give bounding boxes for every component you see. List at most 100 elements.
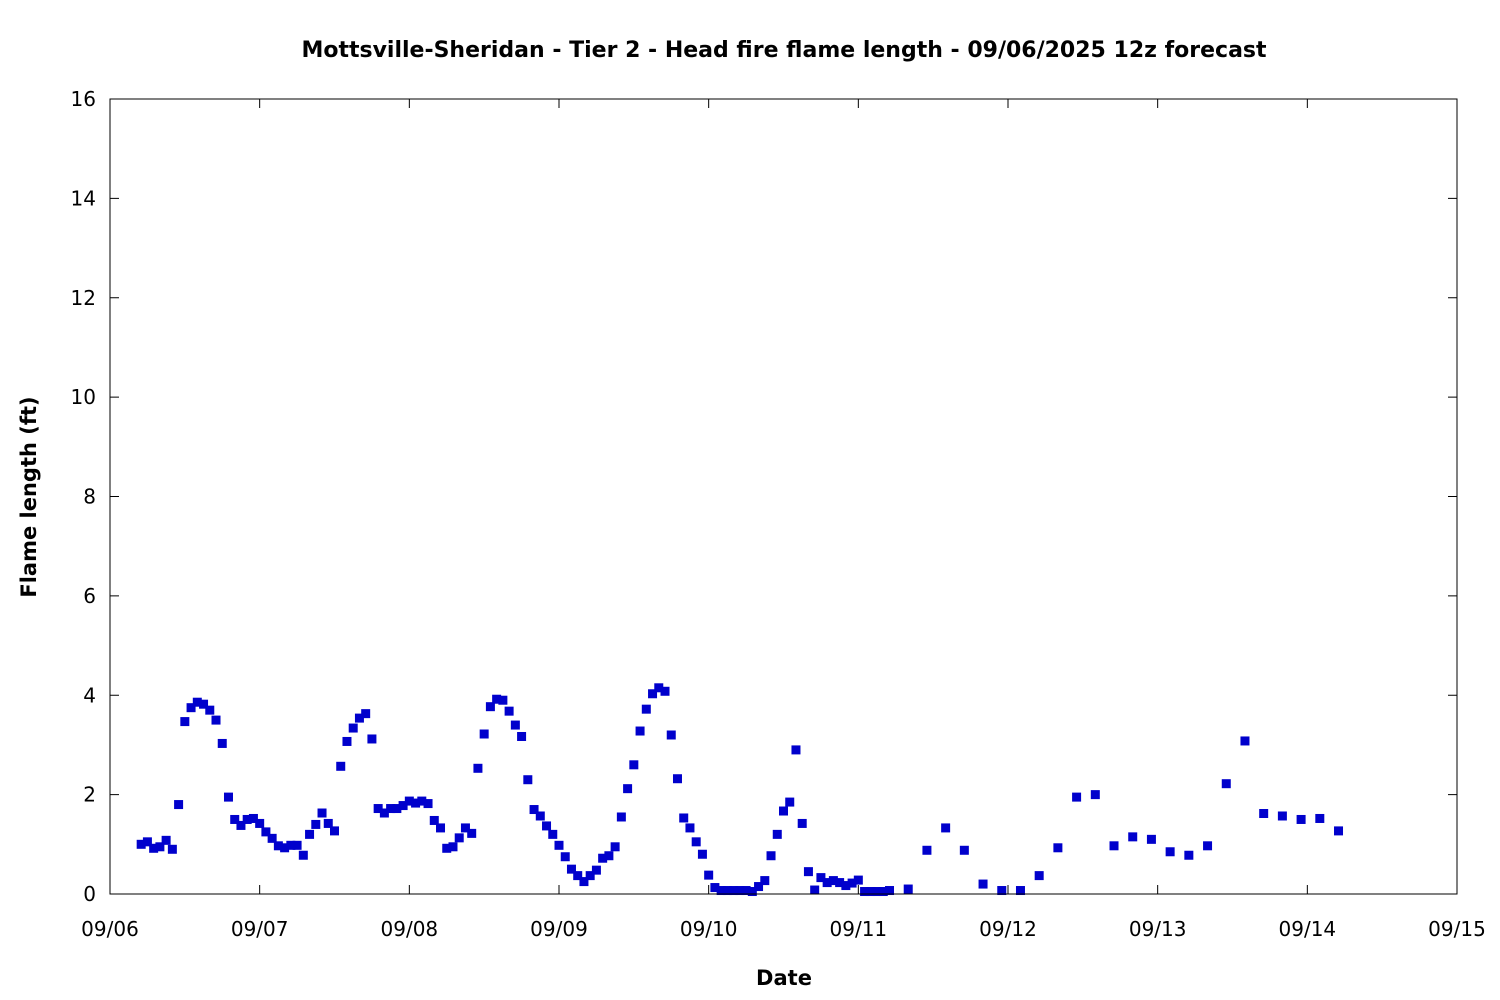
- data-point: [242, 814, 252, 824]
- data-point: [635, 726, 645, 736]
- data-point: [997, 886, 1007, 896]
- data-point: [760, 876, 770, 886]
- data-point: [729, 886, 739, 896]
- data-point: [386, 804, 396, 814]
- data-point: [641, 704, 651, 714]
- data-point: [255, 818, 265, 828]
- x-tick-label: 09/09: [530, 917, 588, 941]
- data-point: [629, 760, 639, 770]
- data-point: [722, 886, 732, 896]
- data-point: [392, 804, 402, 814]
- data-point: [598, 853, 608, 863]
- data-point: [1221, 779, 1231, 789]
- data-point: [828, 876, 838, 886]
- data-point: [566, 864, 576, 874]
- data-point: [1277, 811, 1287, 821]
- data-point: [1259, 809, 1269, 819]
- data-point: [286, 840, 296, 850]
- y-axis-label: Flame length (ft): [17, 396, 41, 597]
- data-point: [704, 870, 714, 880]
- data-point: [230, 814, 240, 824]
- data-point: [161, 835, 171, 845]
- data-point: [1146, 834, 1156, 844]
- data-point: [442, 843, 452, 853]
- data-point: [423, 799, 433, 809]
- data-point: [342, 736, 352, 746]
- chart-title: Mottsville-Sheridan - Tier 2 - Head fire…: [301, 38, 1267, 63]
- data-point: [485, 702, 495, 712]
- data-point: [311, 819, 321, 829]
- data-point: [610, 842, 620, 852]
- data-point: [835, 878, 845, 888]
- data-point: [847, 878, 857, 888]
- data-point: [660, 686, 670, 696]
- data-point: [978, 879, 988, 889]
- axis-ticks: 09/06 09/07 09/08 09/09 09/10 09/11 09/12 09/13…: [71, 87, 1486, 941]
- data-point: [554, 840, 564, 850]
- data-point: [1296, 814, 1306, 824]
- data-point: [716, 886, 726, 896]
- data-point: [604, 851, 614, 861]
- y-tick-label: 4: [83, 683, 96, 707]
- data-point: [1240, 736, 1250, 746]
- data-point: [379, 808, 389, 818]
- data-point: [542, 821, 552, 831]
- y-tick-label: 14: [71, 186, 96, 210]
- data-point: [186, 703, 196, 713]
- data-point: [560, 852, 570, 862]
- data-point: [735, 886, 745, 896]
- data-point: [336, 761, 346, 771]
- data-point: [1203, 841, 1213, 851]
- data-point: [323, 818, 333, 828]
- data-point: [816, 873, 826, 883]
- data-point: [679, 813, 689, 823]
- data-point: [1315, 813, 1325, 823]
- data-point: [573, 871, 583, 881]
- data-point: [529, 805, 539, 815]
- data-point: [510, 720, 520, 730]
- data-point: [149, 843, 159, 853]
- data-point: [903, 884, 913, 894]
- y-tick-label: 0: [83, 882, 96, 906]
- data-point: [853, 875, 863, 885]
- data-point: [330, 826, 339, 836]
- data-point: [479, 729, 489, 739]
- data-point: [498, 695, 508, 705]
- data-point: [1072, 792, 1082, 802]
- data-point: [766, 851, 776, 861]
- data-point: [685, 823, 695, 833]
- data-point: [691, 837, 701, 847]
- data-point: [448, 842, 458, 852]
- data-point: [236, 820, 246, 830]
- data-point: [785, 797, 795, 807]
- data-point: [460, 823, 470, 833]
- data-point: [779, 806, 788, 816]
- data-point: [822, 878, 832, 888]
- data-point: [741, 886, 751, 896]
- data-point: [648, 689, 658, 699]
- data-point: [585, 871, 595, 881]
- data-point: [841, 881, 851, 891]
- data-point: [348, 723, 358, 733]
- data-point: [417, 796, 427, 806]
- data-point: [192, 697, 202, 707]
- data-point: [885, 886, 895, 896]
- data-point: [411, 798, 421, 808]
- y-tick-label: 8: [83, 485, 96, 509]
- data-point: [248, 813, 258, 823]
- data-point: [298, 850, 308, 860]
- data-point: [223, 792, 233, 802]
- data-point: [454, 833, 464, 843]
- x-tick-label: 09/11: [830, 917, 888, 941]
- y-tick-label: 12: [71, 286, 96, 310]
- x-tick-label: 09/10: [680, 917, 738, 941]
- data-point: [317, 808, 327, 818]
- data-point: [1165, 847, 1175, 857]
- data-point: [517, 731, 527, 741]
- data-point: [672, 774, 682, 784]
- data-point: [922, 845, 932, 855]
- data-point: [136, 839, 146, 849]
- data-point: [354, 713, 364, 723]
- data-point: [591, 865, 601, 875]
